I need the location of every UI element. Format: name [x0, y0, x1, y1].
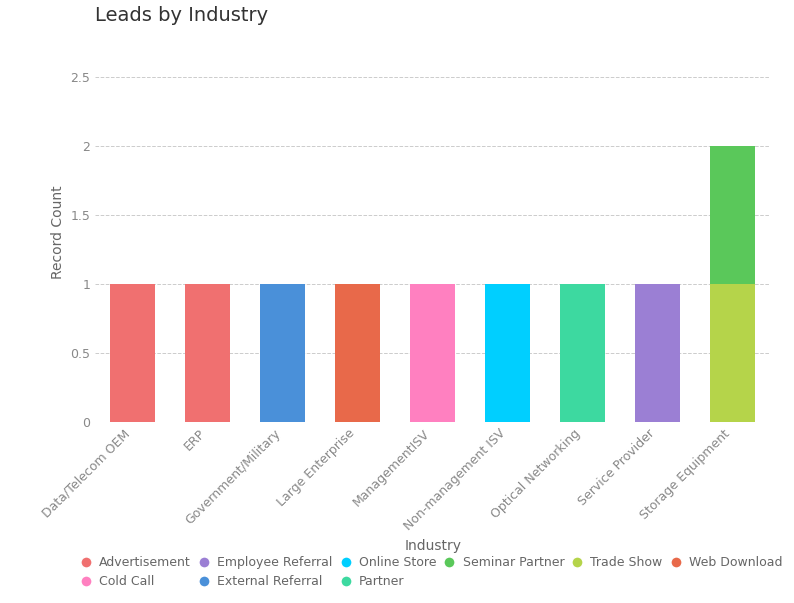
Bar	[485, 284, 530, 422]
X-axis label: Industry: Industry	[404, 539, 461, 553]
Bar	[710, 284, 755, 422]
Bar	[561, 284, 605, 422]
Bar	[110, 284, 156, 422]
Legend: Advertisement, Cold Call, Employee Referral, External Referral, Online Store, Pa: Advertisement, Cold Call, Employee Refer…	[77, 550, 788, 595]
Bar	[410, 284, 455, 422]
Bar	[185, 284, 230, 422]
Bar	[335, 284, 380, 422]
Bar	[635, 284, 680, 422]
Y-axis label: Record Count: Record Count	[51, 185, 65, 279]
Bar	[710, 146, 755, 284]
Text: Leads by Industry: Leads by Industry	[95, 7, 268, 25]
Bar	[260, 284, 305, 422]
